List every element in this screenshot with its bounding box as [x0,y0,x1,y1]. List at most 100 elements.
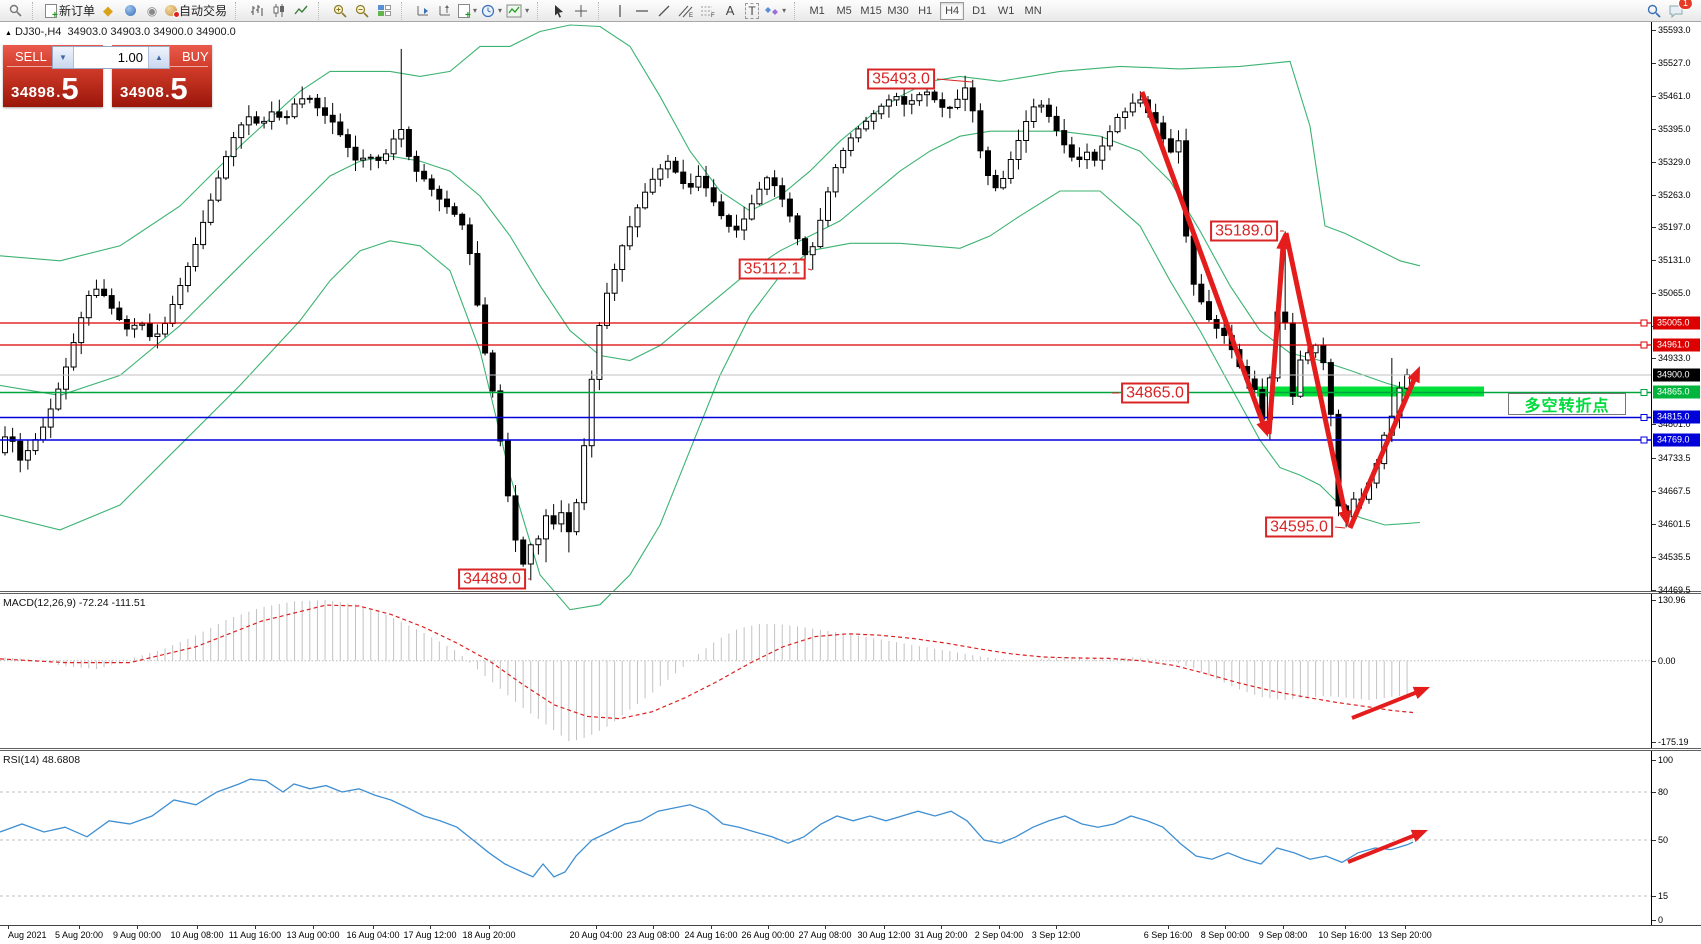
lot-size-input[interactable]: 1.00 [117,50,143,65]
time-axis[interactable]: Aug 2021 5 Aug 20:00 9 Aug 00:00 10 Aug 08:… [0,926,1701,944]
indicators-button[interactable]: ▾ [504,1,531,21]
timeframe-mn[interactable]: MN [1024,4,1042,17]
trend-arrow-shaft [1139,91,1268,431]
zoom-out-button[interactable] [351,1,373,21]
candle-up [177,285,184,305]
scale-tick-label: 34801.0 [1652,419,1701,429]
timeframe-d1[interactable]: D1 [972,4,987,17]
candle-down [436,188,443,200]
market-watch-button[interactable]: ◆ [97,1,119,21]
bar-chart-button[interactable] [246,1,268,21]
candle-chart-button[interactable] [268,1,290,21]
price-annotation-label[interactable]: 34865.0 [1121,382,1189,404]
candle-down [146,323,153,338]
zoom-in-button[interactable] [329,1,351,21]
candle-down [489,352,496,392]
time-tick [653,926,654,929]
macd-scale[interactable]: 130.96 0.00 -175.19 [1652,594,1701,748]
sell-price: 34898 . 5 [11,73,79,104]
turn-point-label[interactable]: 多空转折点 [1508,393,1626,415]
time-tick [1283,926,1284,929]
scale-tick-label: 34667.5 [1652,486,1701,496]
scale-tick-label: 0 [1652,915,1701,925]
candle-down [1045,104,1052,117]
timeframe-m1[interactable]: M1 [809,4,825,17]
price-annotation-label[interactable]: 34489.0 [458,568,526,590]
candle-chart-icon [273,4,285,17]
toolbar-separator [401,1,409,20]
trend-arrow-shaft [1347,831,1422,864]
candle-down [520,539,527,565]
candle-up [543,515,549,540]
timeframe-m15[interactable]: M15 [860,4,882,17]
new-order-button[interactable]: + 新订单 [43,1,97,21]
cursor-tool[interactable] [548,1,570,21]
text-tool[interactable]: A [719,1,741,21]
vline-tool[interactable] [609,1,631,21]
buy-button-label[interactable]: BUY [182,49,209,64]
candle-up [1007,159,1014,179]
candle-down [276,111,283,118]
hline-tool[interactable] [631,1,653,21]
candle-up [131,324,138,330]
chart-shift-button[interactable] [434,1,456,21]
data-window-button[interactable] [119,1,141,21]
candle-down [459,213,466,226]
price-annotation-label[interactable]: 35493.0 [867,68,935,90]
candle-down [1183,140,1190,237]
candle-up [1266,377,1273,420]
signals-button[interactable]: ◉ [141,1,163,21]
candle-up [596,325,603,380]
candle-up [93,288,100,297]
candle-up [1388,415,1395,436]
crosshair-tool[interactable] [570,1,592,21]
time-axis-border [0,925,1701,926]
new-chart-button[interactable]: + ▾ [456,1,479,21]
trendline-tool[interactable] [653,1,675,21]
timeframe-h1[interactable]: H1 [918,4,933,17]
chart-ohlc: 34903.0 34903.0 34900.0 34900.0 [67,26,236,38]
sell-button-label[interactable]: SELL [15,49,47,64]
timeframe-w1[interactable]: W1 [997,4,1015,17]
lot-increase-button[interactable]: ▲ [148,47,169,68]
tile-windows-button[interactable] [373,1,395,21]
auto-scroll-button[interactable] [412,1,434,21]
rsi-panel-separator[interactable] [0,748,1701,751]
lot-decrease-button[interactable]: ▼ [53,47,74,68]
search-button[interactable] [1643,1,1665,21]
price-annotation-label[interactable]: 35112.1 [738,258,806,280]
autotrade-label: 自动交易 [179,4,228,18]
search-partial-icon[interactable] [4,1,26,21]
cube-icon: ◆ [103,2,114,18]
shapes-tool[interactable]: ▾ [763,1,788,21]
candle-up [169,304,176,324]
timeframe-m30[interactable]: M30 [887,4,909,17]
candle-down [108,295,115,309]
candle-up [78,317,85,344]
price-annotation-label[interactable]: 34595.0 [1265,516,1333,538]
bollinger-lower-band [0,190,1421,611]
candle-down [1076,156,1083,161]
fibonacci-tool[interactable]: F [697,1,719,21]
timeframe-m5[interactable]: M5 [836,4,852,17]
notifications-button[interactable]: 1 [1665,0,1693,21]
candle-down [1320,344,1327,364]
label-tool[interactable]: T [741,1,763,21]
line-chart-button[interactable] [290,1,312,21]
timeframe-h4[interactable]: H4 [940,1,965,20]
rsi-scale[interactable]: 100 80 50 15 0 [1652,751,1701,925]
profiles-button[interactable]: ▾ [479,1,504,21]
candle-up [870,113,877,122]
candle-up [535,538,542,546]
candle-down [802,238,809,256]
channel-tool[interactable]: E [675,1,697,21]
price-annotation-label[interactable]: 35189.0 [1210,220,1278,242]
price-scale[interactable]: 35593.0 35527.0 35461.0 35395.0 35329.0 35263… [1652,22,1701,595]
macd-panel-separator[interactable] [0,591,1701,594]
zoom-out-icon [355,4,369,18]
scale-tick-label: 35263.0 [1652,190,1701,200]
candle-up [1129,102,1136,113]
autotrade-button[interactable]: 自动交易 [163,1,229,21]
